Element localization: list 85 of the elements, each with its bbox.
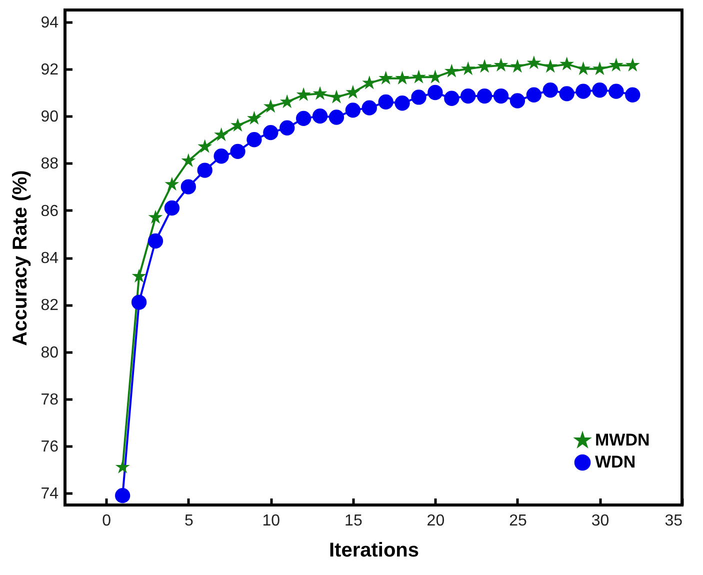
x-tick-label: 20 (426, 512, 445, 530)
y-tick-label: 92 (40, 61, 59, 78)
point (312, 86, 328, 100)
point (328, 110, 344, 125)
point (510, 93, 526, 108)
point (460, 61, 476, 76)
point (181, 153, 196, 167)
point (132, 268, 146, 282)
point (131, 294, 147, 310)
y-tick-label: 82 (40, 297, 59, 314)
point (542, 82, 558, 98)
y-tick-label: 84 (40, 250, 59, 267)
point (312, 108, 328, 124)
x-tick-label: 25 (509, 512, 527, 530)
y-tick-label: 78 (40, 391, 59, 408)
y-tick-label: 88 (40, 156, 59, 173)
point (115, 460, 130, 474)
point (198, 139, 212, 153)
y-tick-label: 94 (40, 14, 59, 32)
point (280, 120, 295, 136)
point (560, 56, 574, 70)
x-axis-title: Iterations (328, 540, 420, 562)
y-tick-label: 80 (40, 344, 59, 362)
x-tick-label: 5 (184, 512, 194, 530)
point (164, 176, 180, 191)
x-tick-label: 0 (102, 512, 112, 530)
point (608, 58, 624, 72)
point (164, 200, 180, 216)
point (592, 61, 607, 76)
point (395, 70, 410, 84)
y-axis-title: Accuracy Rate (%) (10, 170, 32, 346)
point (180, 179, 196, 194)
point (494, 58, 508, 72)
point (428, 70, 442, 84)
point (197, 162, 212, 178)
point (394, 96, 410, 111)
point (444, 64, 459, 78)
y-tick-label: 74 (40, 486, 59, 503)
point (263, 99, 278, 113)
point (411, 90, 426, 105)
point (378, 70, 394, 84)
point (346, 84, 360, 99)
point (576, 84, 591, 99)
legend-label: WDN (595, 452, 636, 472)
point (428, 84, 443, 100)
point (510, 58, 525, 73)
point (526, 55, 542, 70)
point (230, 144, 246, 159)
point (115, 488, 130, 504)
point (543, 58, 558, 73)
point (592, 82, 608, 98)
point (559, 86, 574, 102)
y-tick-label: 86 (40, 202, 59, 220)
x-tick-label: 15 (344, 512, 362, 530)
x-tick-label: 30 (591, 512, 610, 530)
point (214, 127, 229, 142)
point (263, 125, 278, 140)
legend-label: MWDN (595, 430, 650, 450)
point (296, 87, 311, 101)
x-tick-label: 35 (664, 512, 683, 530)
point (608, 84, 624, 99)
point (477, 58, 492, 73)
point (230, 118, 245, 132)
point (476, 88, 492, 104)
point (362, 100, 377, 116)
point (247, 110, 262, 125)
point (378, 94, 394, 110)
point (493, 88, 509, 104)
point (460, 88, 476, 104)
point (329, 90, 344, 104)
point (296, 110, 312, 126)
point (625, 87, 640, 102)
point (444, 90, 460, 106)
y-tick-label: 90 (40, 108, 59, 126)
point (148, 233, 164, 249)
x-tick-label: 10 (262, 512, 280, 530)
point (412, 70, 426, 84)
point (526, 87, 542, 102)
y-tick-label: 76 (40, 438, 59, 456)
point (148, 210, 163, 224)
point (246, 132, 262, 148)
point (280, 94, 294, 108)
point (345, 102, 361, 118)
point (625, 58, 640, 72)
point (214, 148, 229, 164)
